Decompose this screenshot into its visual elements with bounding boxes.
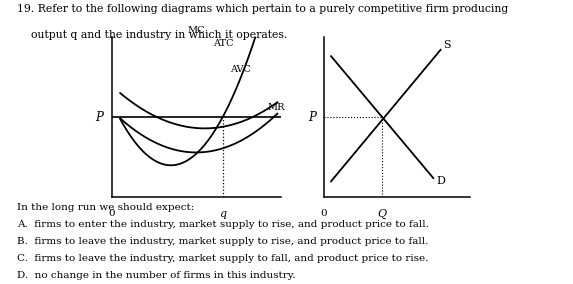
Text: MC: MC	[187, 26, 205, 35]
Text: 0: 0	[108, 209, 115, 218]
Text: B.  firms to leave the industry, market supply to rise, and product price to fal: B. firms to leave the industry, market s…	[17, 237, 429, 246]
Text: Q: Q	[378, 209, 387, 219]
Text: S: S	[444, 40, 451, 50]
Text: ATC: ATC	[213, 39, 234, 48]
Text: MR: MR	[267, 103, 285, 112]
Text: q: q	[219, 209, 226, 219]
Text: P: P	[309, 111, 316, 124]
Text: A.  firms to enter the industry, market supply to rise, and product price to fal: A. firms to enter the industry, market s…	[17, 220, 429, 229]
Text: output q and the industry in which it operates.: output q and the industry in which it op…	[17, 30, 288, 40]
Text: In the long run we should expect:: In the long run we should expect:	[17, 203, 194, 212]
Text: 0: 0	[320, 209, 327, 218]
Text: D: D	[436, 176, 445, 186]
Text: 19. Refer to the following diagrams which pertain to a purely competitive firm p: 19. Refer to the following diagrams whic…	[17, 4, 508, 14]
Text: AVC: AVC	[230, 65, 251, 74]
Text: C.  firms to leave the industry, market supply to fall, and product price to ris: C. firms to leave the industry, market s…	[17, 254, 429, 263]
Text: P: P	[96, 111, 103, 124]
Text: D.  no change in the number of firms in this industry.: D. no change in the number of firms in t…	[17, 271, 296, 280]
